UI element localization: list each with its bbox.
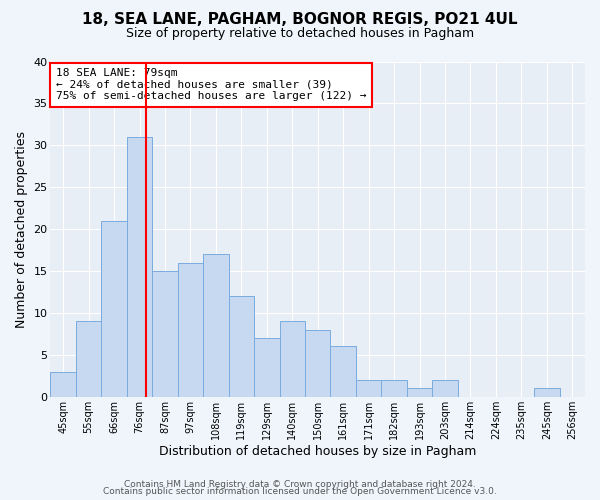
Bar xyxy=(101,221,127,397)
Text: Contains public sector information licensed under the Open Government Licence v3: Contains public sector information licen… xyxy=(103,488,497,496)
Bar xyxy=(331,346,356,397)
Text: 18 SEA LANE: 79sqm
← 24% of detached houses are smaller (39)
75% of semi-detache: 18 SEA LANE: 79sqm ← 24% of detached hou… xyxy=(56,68,367,102)
Bar xyxy=(280,322,305,397)
Bar xyxy=(50,372,76,397)
Bar xyxy=(407,388,432,397)
Bar xyxy=(534,388,560,397)
Bar xyxy=(356,380,382,397)
Bar xyxy=(382,380,407,397)
Text: 18, SEA LANE, PAGHAM, BOGNOR REGIS, PO21 4UL: 18, SEA LANE, PAGHAM, BOGNOR REGIS, PO21… xyxy=(82,12,518,28)
X-axis label: Distribution of detached houses by size in Pagham: Distribution of detached houses by size … xyxy=(159,444,476,458)
Bar xyxy=(305,330,331,397)
Bar xyxy=(127,137,152,397)
Bar xyxy=(203,254,229,397)
Bar xyxy=(254,338,280,397)
Bar xyxy=(76,322,101,397)
Bar xyxy=(178,262,203,397)
Bar xyxy=(432,380,458,397)
Bar xyxy=(152,271,178,397)
Y-axis label: Number of detached properties: Number of detached properties xyxy=(15,130,28,328)
Text: Contains HM Land Registry data © Crown copyright and database right 2024.: Contains HM Land Registry data © Crown c… xyxy=(124,480,476,489)
Text: Size of property relative to detached houses in Pagham: Size of property relative to detached ho… xyxy=(126,28,474,40)
Bar xyxy=(229,296,254,397)
